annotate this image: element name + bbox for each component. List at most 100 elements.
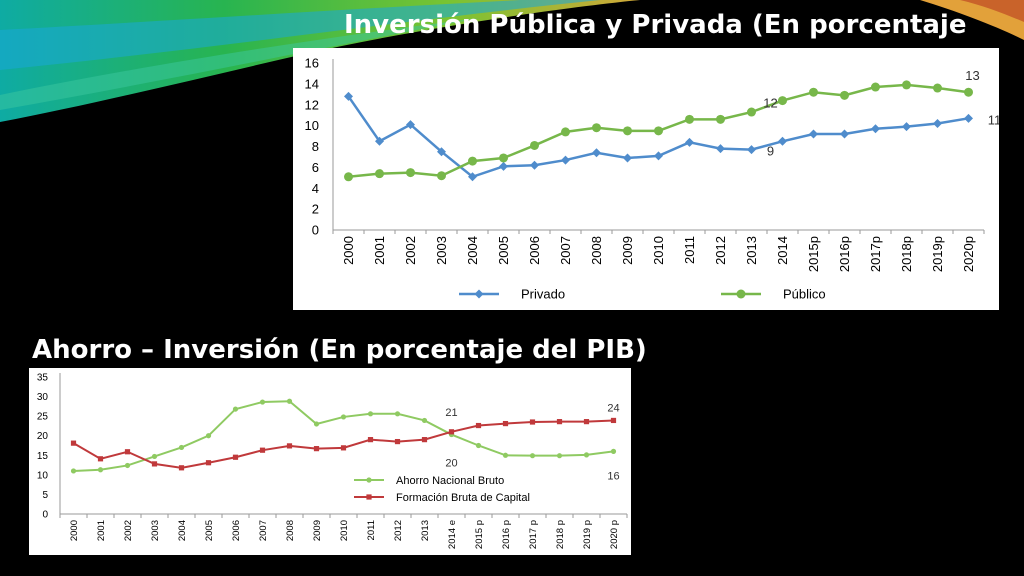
data-point (747, 145, 756, 155)
data-point (583, 419, 590, 425)
x-tick-label: 2006 (527, 236, 542, 265)
data-point (556, 453, 563, 459)
data-point (232, 454, 239, 460)
x-tick-label: 2004 (465, 236, 480, 265)
x-tick-label: 2014 (775, 236, 790, 265)
y-tick-label: 15 (37, 451, 49, 462)
y-tick-label: 8 (312, 139, 319, 154)
data-point (583, 452, 590, 458)
data-point (367, 411, 374, 417)
data-point (685, 114, 694, 124)
x-tick-label: 2009 (312, 520, 323, 541)
data-point (124, 449, 131, 455)
data-point (205, 433, 212, 439)
ahorro-inversion-chart-panel: 0 5 10 15 20 25 30 35 2000 2001 2002 2003 2004 2005 20… (29, 368, 631, 555)
data-point (561, 155, 570, 165)
x-tick-label: 2010 (339, 520, 350, 541)
data-point (468, 156, 477, 166)
x-tick-label: 2000 (69, 520, 80, 541)
legend-swatch-marker (474, 289, 484, 299)
x-tick-label: 2010 (651, 236, 666, 265)
data-point (448, 429, 455, 435)
y-tick-label: 4 (312, 181, 319, 196)
legend-swatch-marker (736, 289, 746, 299)
series-line (73, 400, 614, 472)
y-tick-label: 20 (37, 431, 49, 442)
x-tick-label: 2001 (372, 236, 387, 265)
x-tick-label: 2008 (589, 236, 604, 265)
data-point (964, 87, 973, 97)
x-tick-label: 2005 (496, 236, 511, 265)
inversion-line-chart: 0 2 4 6 8 10 12 14 16 2000 2001 2002 2003 2004 2005 200… (305, 56, 1002, 302)
x-tick-label: 2019p (930, 236, 945, 272)
x-tick-label: 2005 (204, 520, 215, 541)
x-tick-label: 2020p (961, 236, 976, 272)
data-point (394, 438, 401, 445)
legend-swatch-marker (366, 494, 372, 500)
y-tick-label: 35 (37, 373, 49, 384)
data-label: 16 (607, 470, 619, 482)
background-swoosh (0, 0, 1024, 122)
x-tick-label: 2012 (713, 236, 728, 265)
data-label: 12 (763, 96, 777, 111)
y-tick-label: 30 (37, 392, 49, 403)
data-point (685, 137, 694, 147)
x-tick-label: 2000 (341, 236, 356, 265)
x-tick-label: 2012 (393, 520, 404, 541)
data-point (406, 120, 415, 130)
data-point (778, 136, 787, 146)
data-point (468, 172, 477, 182)
x-tick-label: 2018 p (555, 520, 566, 549)
data-point (421, 417, 428, 424)
data-point (933, 83, 942, 93)
legend-label: Formación Bruta de Capital (396, 492, 530, 504)
data-point (623, 126, 632, 136)
x-tick-label: 2001 (96, 520, 107, 541)
x-tick-label: 2003 (434, 236, 449, 265)
data-point (556, 419, 563, 425)
legend-label: Ahorro Nacional Bruto (396, 475, 504, 487)
legend-label: Público (783, 287, 826, 302)
data-point (421, 437, 428, 443)
data-point (375, 136, 384, 146)
data-label: 21 (445, 407, 457, 419)
data-point (561, 127, 570, 137)
data-point (178, 465, 185, 471)
data-point (623, 153, 632, 163)
x-tick-label: 2018p (899, 236, 914, 272)
y-tick-label: 0 (42, 510, 48, 521)
data-point (654, 126, 663, 136)
data-point (475, 442, 482, 449)
data-point (529, 419, 536, 425)
data-point (871, 82, 880, 92)
x-tick-label: 2011 (366, 520, 377, 540)
data-point (592, 148, 601, 158)
data-point (871, 124, 880, 134)
y-tick-label: 10 (37, 470, 49, 481)
data-point (475, 422, 482, 429)
data-label: 9 (767, 143, 774, 158)
data-point (610, 448, 617, 454)
x-tick-label: 2009 (620, 236, 635, 265)
data-point (340, 414, 347, 420)
x-tick-label: 2014 e (447, 520, 458, 549)
y-tick-label: 6 (312, 160, 319, 175)
data-point (97, 467, 104, 473)
data-point (286, 443, 293, 449)
data-point (124, 462, 131, 469)
data-point (151, 453, 158, 460)
x-tick-label: 2016 p (501, 520, 512, 549)
data-point (964, 113, 973, 123)
y-tick-label: 0 (312, 223, 319, 238)
data-point (259, 447, 266, 453)
data-point (902, 122, 911, 132)
x-tick-label: 2004 (177, 520, 188, 541)
data-point (178, 444, 185, 451)
y-tick-label: 16 (305, 56, 319, 71)
data-point (437, 147, 446, 157)
series-line (72, 419, 614, 469)
data-point (654, 151, 663, 161)
data-point (840, 129, 849, 139)
x-tick-label: 2020 p (609, 520, 620, 549)
data-point (344, 91, 353, 101)
